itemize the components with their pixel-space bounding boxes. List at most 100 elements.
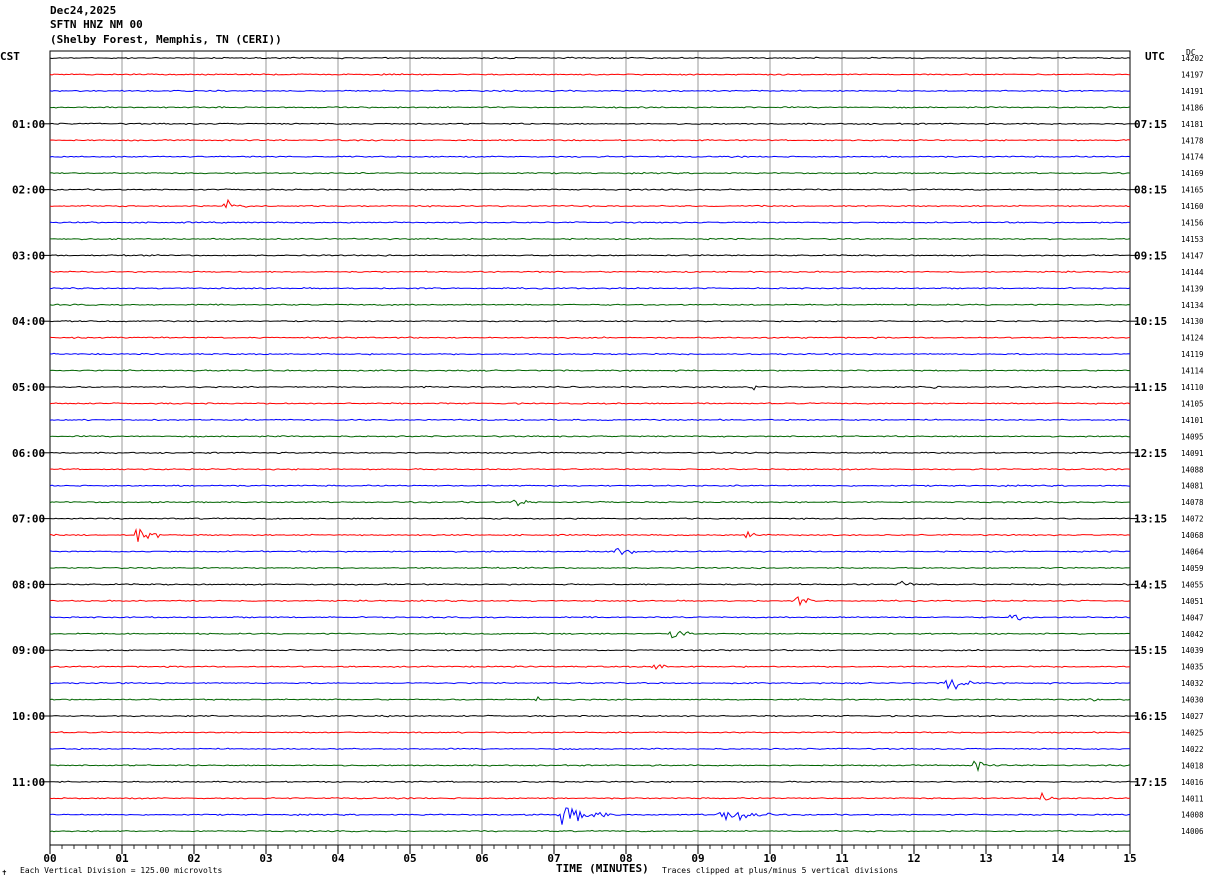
dc-offset-value: 14169 bbox=[1181, 169, 1204, 178]
dc-offset-value: 14124 bbox=[1181, 334, 1204, 343]
seismic-trace bbox=[49, 56, 1131, 60]
seismic-trace bbox=[49, 106, 1131, 109]
seismic-trace bbox=[50, 780, 1131, 784]
dc-offset-value: 14134 bbox=[1181, 301, 1204, 310]
seismic-trace bbox=[49, 385, 1131, 391]
dc-offset-value: 14008 bbox=[1181, 811, 1204, 820]
dc-offset-value: 14191 bbox=[1181, 87, 1204, 96]
seismic-trace bbox=[49, 369, 1131, 372]
dc-offset-value: 14178 bbox=[1181, 136, 1204, 145]
seismic-trace bbox=[49, 807, 1131, 825]
dc-offset-value: 14088 bbox=[1181, 465, 1204, 474]
x-tick-label: 05 bbox=[403, 852, 416, 865]
x-tick-label: 01 bbox=[115, 852, 129, 865]
dc-offset-value: 14016 bbox=[1181, 778, 1204, 787]
dc-offset-value: 14153 bbox=[1181, 235, 1204, 244]
seismic-trace bbox=[49, 596, 1131, 607]
seismic-trace bbox=[49, 418, 1131, 422]
x-tick-label: 08 bbox=[619, 852, 632, 865]
dc-offset-value: 14025 bbox=[1181, 728, 1204, 737]
seismic-trace bbox=[49, 171, 1131, 175]
dc-offset-value: 14105 bbox=[1181, 399, 1204, 408]
dc-offset-value: 14068 bbox=[1181, 531, 1204, 540]
scale-note: Each Vertical Division = 125.00 microvol… bbox=[20, 866, 223, 875]
seismic-trace bbox=[49, 791, 1131, 801]
seismic-trace bbox=[49, 468, 1131, 471]
seismic-trace bbox=[49, 435, 1130, 438]
dc-offset-label: DC bbox=[1186, 48, 1196, 57]
header-date: Dec24,2025 bbox=[50, 4, 117, 17]
right-time-label: 15:15 bbox=[1134, 644, 1167, 657]
x-tick-label: 03 bbox=[259, 852, 272, 865]
x-tick-label: 13 bbox=[979, 852, 992, 865]
seismic-trace bbox=[49, 731, 1131, 734]
left-time-label: 08:00 bbox=[12, 578, 45, 591]
x-tick-label: 11 bbox=[835, 852, 849, 865]
dc-offset-value: 14051 bbox=[1181, 597, 1204, 606]
clip-note: Traces clipped at plus/minus 5 vertical … bbox=[662, 866, 899, 875]
seismic-trace bbox=[49, 547, 1131, 556]
dc-offset-value: 14197 bbox=[1181, 70, 1204, 79]
seismic-trace bbox=[49, 517, 1131, 520]
seismic-trace bbox=[49, 198, 1131, 209]
right-time-label: 17:15 bbox=[1134, 776, 1167, 789]
seismic-trace bbox=[49, 695, 1131, 702]
seismic-trace bbox=[49, 630, 1131, 639]
right-time-label: 13:15 bbox=[1134, 513, 1167, 526]
seismic-trace bbox=[50, 237, 1131, 241]
dc-offset-value: 14101 bbox=[1181, 416, 1204, 425]
right-timezone-label: UTC bbox=[1145, 50, 1165, 63]
seismic-trace bbox=[49, 648, 1131, 652]
dc-offset-value: 14032 bbox=[1181, 679, 1204, 688]
seismic-trace bbox=[49, 155, 1131, 159]
x-axis-label: TIME (MINUTES) bbox=[556, 862, 649, 875]
dc-offset-value: 14202 bbox=[1181, 54, 1204, 63]
seismic-trace bbox=[49, 89, 1131, 93]
seismic-trace bbox=[49, 352, 1131, 356]
seismic-trace bbox=[49, 451, 1131, 455]
x-tick-label: 02 bbox=[187, 852, 200, 865]
dc-offset-value: 14144 bbox=[1181, 268, 1204, 277]
dc-offset-value: 14047 bbox=[1181, 613, 1204, 622]
left-time-label: 09:00 bbox=[12, 644, 45, 657]
seismic-trace bbox=[49, 122, 1130, 126]
header-station: SFTN HNZ NM 00 bbox=[50, 18, 143, 31]
dc-offset-value: 14130 bbox=[1181, 317, 1204, 326]
header-location: (Shelby Forest, Memphis, TN (CERI)) bbox=[50, 33, 282, 46]
x-tick-label: 00 bbox=[43, 852, 56, 865]
dc-offset-value: 14078 bbox=[1181, 498, 1204, 507]
seismic-trace bbox=[49, 286, 1131, 290]
dc-offset-value: 14006 bbox=[1181, 827, 1204, 836]
seismic-trace bbox=[49, 499, 1130, 507]
seismic-trace bbox=[49, 319, 1131, 323]
dc-offset-value: 14059 bbox=[1181, 564, 1204, 573]
left-timezone-label: CST bbox=[0, 50, 20, 63]
right-time-label: 08:15 bbox=[1134, 184, 1167, 197]
dc-offset-value: 14035 bbox=[1181, 663, 1204, 672]
dc-offset-value: 14174 bbox=[1181, 153, 1204, 162]
left-time-label: 02:00 bbox=[12, 184, 45, 197]
seismic-trace bbox=[50, 188, 1131, 191]
dc-offset-value: 14022 bbox=[1181, 745, 1204, 754]
plot-frame bbox=[49, 50, 1131, 846]
seismic-trace bbox=[49, 336, 1131, 340]
seismic-trace bbox=[49, 566, 1131, 570]
dc-offset-value: 14186 bbox=[1181, 103, 1204, 112]
seismic-trace bbox=[49, 303, 1131, 307]
seismic-trace bbox=[49, 73, 1131, 76]
dc-offset-value: 14114 bbox=[1181, 367, 1204, 376]
seismic-trace bbox=[49, 678, 1131, 690]
right-time-label: 14:15 bbox=[1134, 578, 1167, 591]
left-time-label: 03:00 bbox=[12, 249, 45, 262]
seismic-trace bbox=[49, 747, 1130, 751]
dc-offset-value: 14119 bbox=[1181, 350, 1204, 359]
dc-offset-value: 14081 bbox=[1181, 482, 1204, 491]
right-time-label: 07:15 bbox=[1134, 118, 1167, 131]
dc-offset-value: 14011 bbox=[1181, 794, 1204, 803]
seismic-trace bbox=[49, 580, 1131, 586]
seismic-trace bbox=[49, 527, 1131, 542]
x-tick-label: 15 bbox=[1123, 852, 1136, 865]
dc-offset-value: 14181 bbox=[1181, 120, 1204, 129]
dc-offset-value: 14042 bbox=[1181, 630, 1204, 639]
